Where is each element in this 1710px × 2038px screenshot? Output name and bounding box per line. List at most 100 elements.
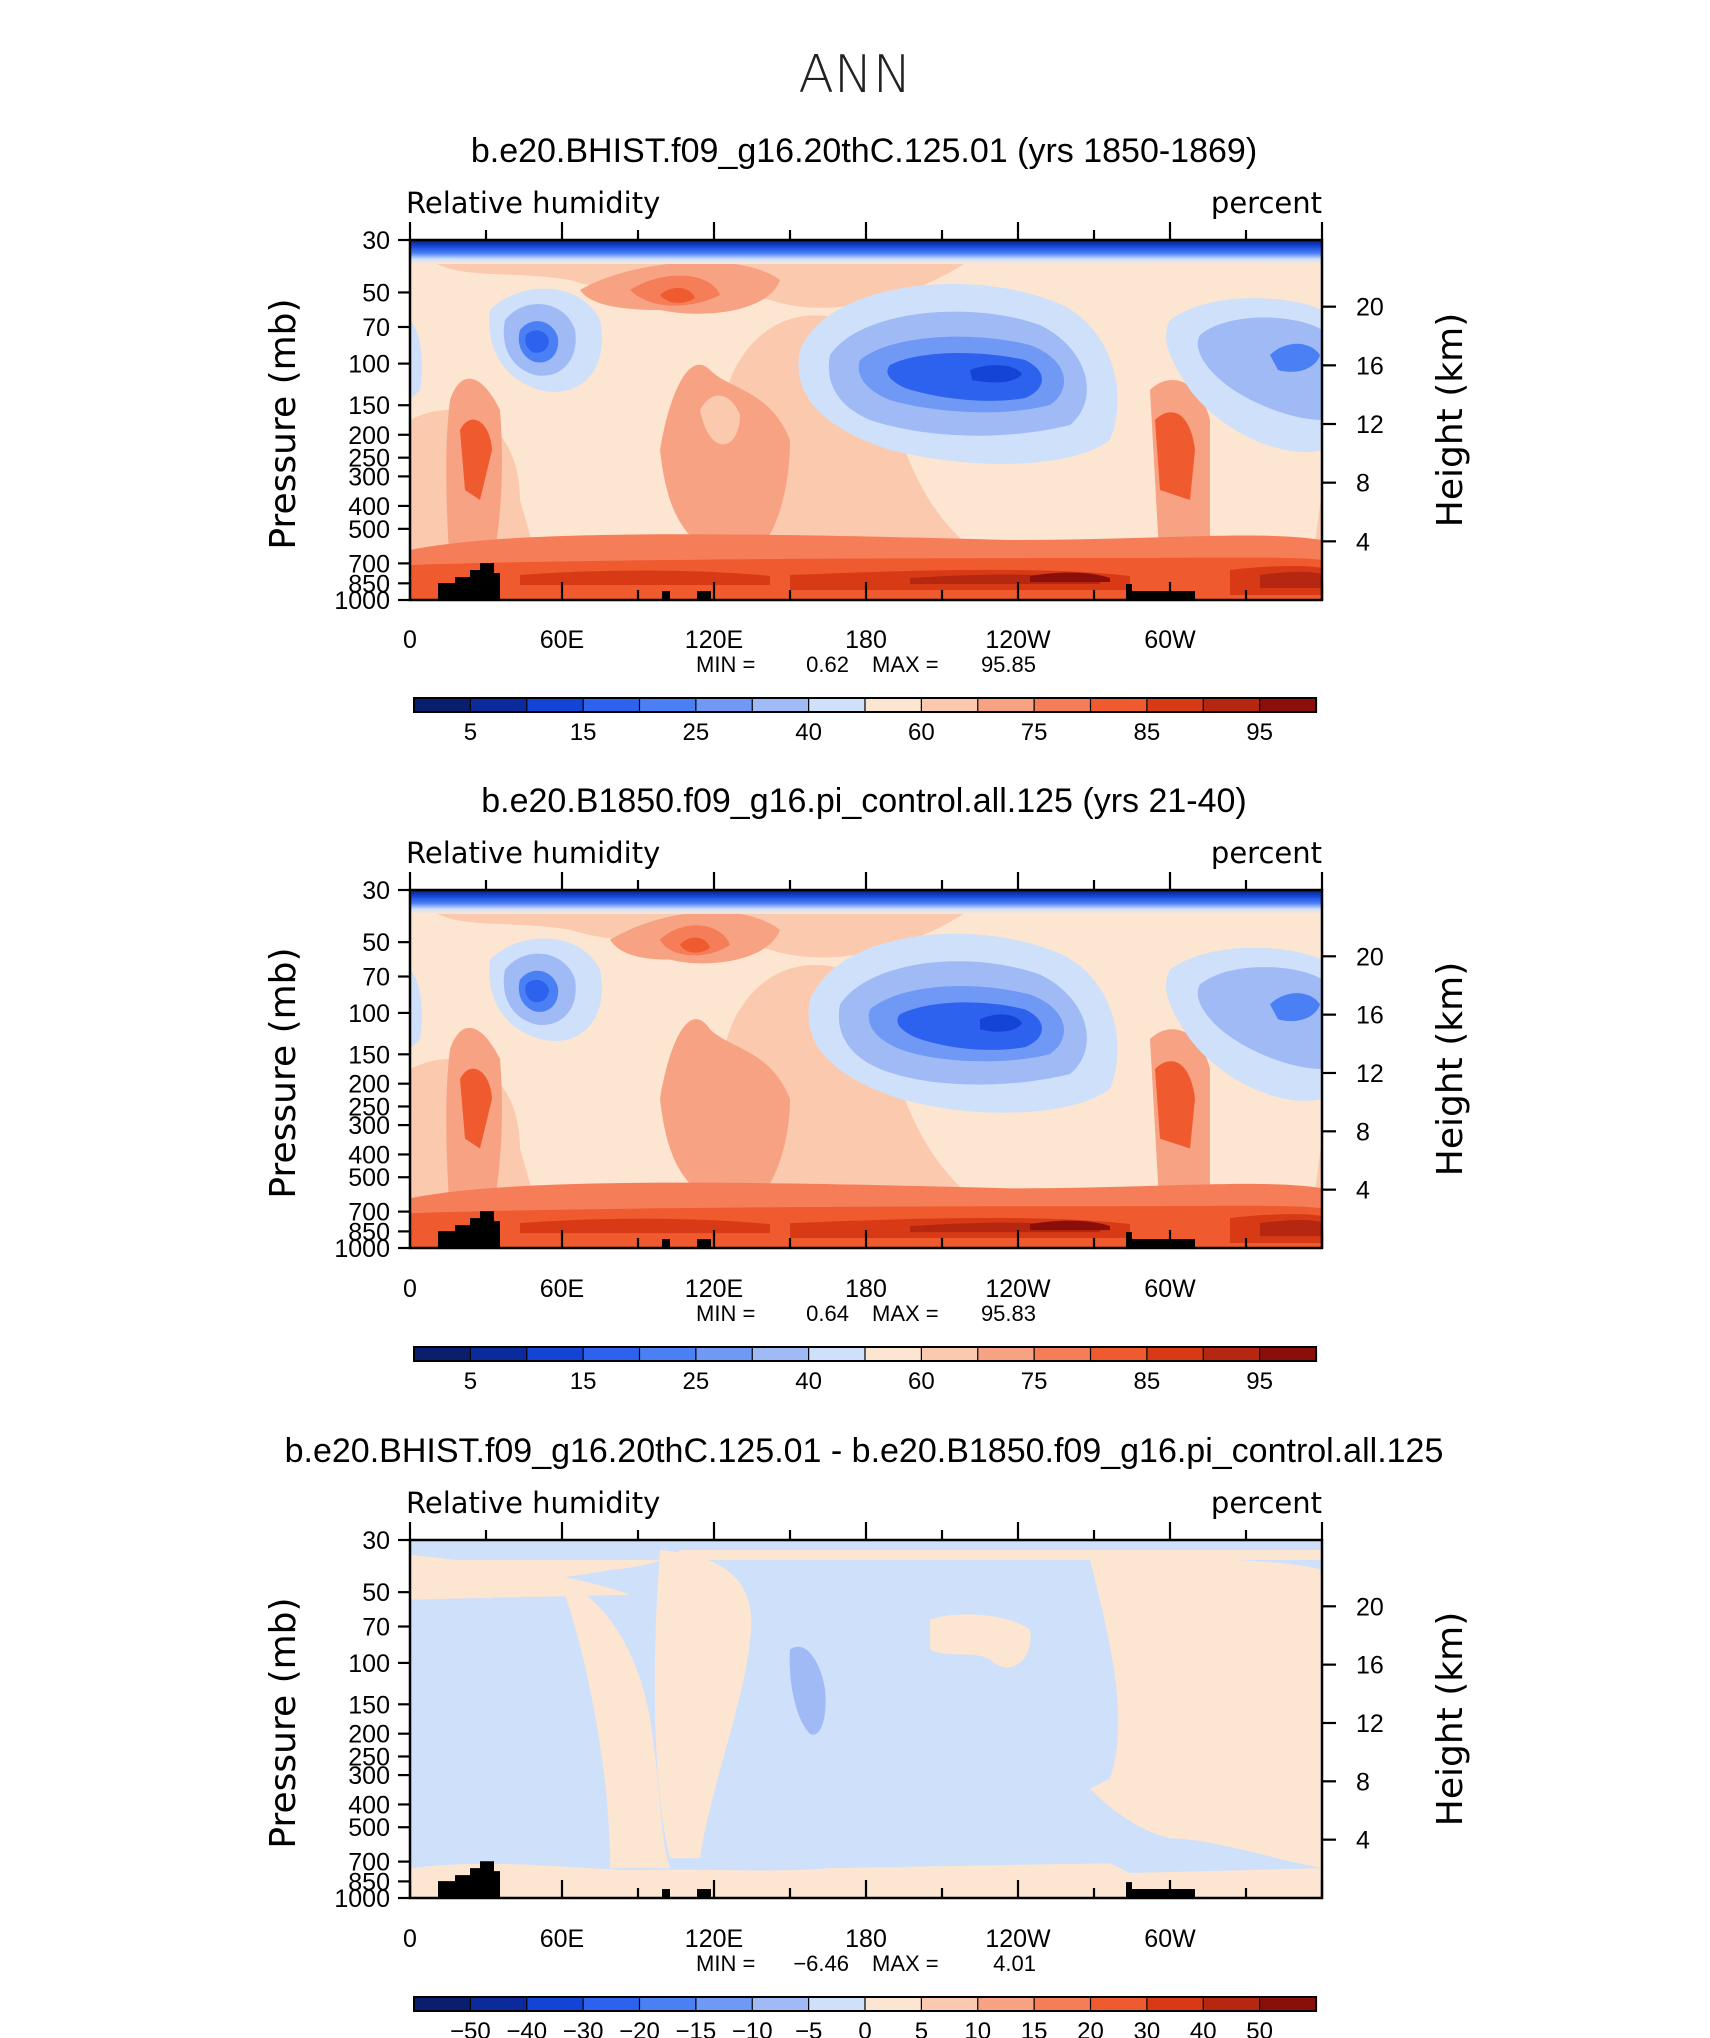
x-tick-label: 180 <box>845 1925 887 1953</box>
axes-panel-2: 3050701001502002503004005007008501000201… <box>263 872 1471 1395</box>
colorbar-swatch <box>864 697 923 713</box>
pressure-tick-label: 1000 <box>334 1885 390 1913</box>
x-tick-label: 0 <box>403 626 417 654</box>
height-tick-label: 8 <box>1356 1768 1370 1796</box>
contour-field <box>410 1540 1322 1898</box>
colorbar-swatch <box>864 1996 923 2012</box>
x-tick-label: 0 <box>403 1925 417 1953</box>
colorbar-label: −20 <box>619 2018 660 2038</box>
x-tick-label: 120E <box>685 1275 743 1303</box>
panel-1: b.e20.BHIST.f09_g16.20thC.125.01 (yrs 18… <box>406 132 1324 602</box>
y-axis-label-right: Height (km) <box>1430 1612 1471 1826</box>
colorbar-swatch <box>1146 1996 1205 2012</box>
colorbar-swatch <box>1033 1346 1092 1362</box>
x-tick-label: 60E <box>540 1925 584 1953</box>
height-tick-label: 16 <box>1356 352 1384 380</box>
max-value: 95.83 <box>981 1301 1036 1326</box>
height-tick-label: 20 <box>1356 943 1384 971</box>
colorbar-swatch <box>695 697 754 713</box>
colorbar-label: 25 <box>683 1368 710 1395</box>
min-value: 0.64 <box>806 1301 849 1326</box>
height-tick-label: 4 <box>1356 528 1370 556</box>
colorbar-label: −30 <box>563 2018 604 2038</box>
min-max-readout: MIN = 0.62 MAX = 95.85 <box>696 652 1036 677</box>
y-axis-label-right: Height (km) <box>1430 313 1471 527</box>
axes-panel-1: 3050701001502002503004005007008501000201… <box>263 222 1471 746</box>
colorbar-swatch <box>638 1996 697 2012</box>
pressure-tick-label: 250 <box>348 1093 390 1121</box>
pressure-tick-label: 250 <box>348 1743 390 1771</box>
figure-title: ANN <box>798 45 911 105</box>
colorbar-swatch <box>469 1346 528 1362</box>
colorbar-swatch <box>1033 1996 1092 2012</box>
panel-title: b.e20.BHIST.f09_g16.20thC.125.01 - b.e20… <box>285 1432 1444 1470</box>
colorbar-label: 75 <box>1021 719 1048 746</box>
colorbar-swatch <box>977 1346 1036 1362</box>
colorbar-label: −40 <box>506 2018 547 2038</box>
colorbar-swatch <box>695 1996 754 2012</box>
height-tick-label: 8 <box>1356 1118 1370 1146</box>
pressure-tick-label: 70 <box>362 964 390 992</box>
pressure-tick-label: 50 <box>362 1579 390 1607</box>
pressure-tick-label: 700 <box>348 1849 390 1877</box>
colorbar-swatch <box>977 1996 1036 2012</box>
height-tick-label: 12 <box>1356 1060 1384 1088</box>
units-label: percent <box>1211 186 1322 220</box>
min-label: MIN = <box>696 1301 755 1326</box>
x-tick-label: 60E <box>540 626 584 654</box>
height-tick-label: 4 <box>1356 1177 1370 1205</box>
x-tick-label: 120W <box>985 626 1051 654</box>
min-label: MIN = <box>696 652 755 677</box>
colorbar-swatch <box>1089 1996 1148 2012</box>
x-tick-label: 60W <box>1144 626 1196 654</box>
max-label: MAX = <box>872 1301 939 1326</box>
pressure-tick-label: 50 <box>362 929 390 957</box>
colorbar-label: 60 <box>908 1368 935 1395</box>
colorbar-swatch <box>582 1996 641 2012</box>
colorbar-swatch <box>695 1346 754 1362</box>
colorbar-swatch <box>1259 1346 1318 1362</box>
colorbar-swatch <box>808 1996 867 2012</box>
colorbar-swatch <box>526 1996 585 2012</box>
pressure-tick-label: 700 <box>348 550 390 578</box>
x-tick-label: 120W <box>985 1925 1051 1953</box>
pressure-tick-label: 30 <box>362 1527 390 1555</box>
max-label: MAX = <box>872 1951 939 1976</box>
panel-title: b.e20.B1850.f09_g16.pi_control.all.125 (… <box>481 782 1247 820</box>
colorbar-swatch <box>638 697 697 713</box>
colorbar-label: 5 <box>464 1368 477 1395</box>
colorbar-swatch <box>1146 697 1205 713</box>
colorbar-label: −5 <box>795 2018 822 2038</box>
colorbar-label: 95 <box>1246 1368 1273 1395</box>
height-tick-label: 12 <box>1356 1710 1384 1738</box>
min-max-readout: MIN = 0.64 MAX = 95.83 <box>696 1301 1036 1326</box>
colorbar-label: 40 <box>795 719 822 746</box>
colorbar: 5 15 25 40 60 75 85 95 <box>413 1346 1318 1395</box>
colorbar-swatch <box>751 697 810 713</box>
colorbar-label: 30 <box>1134 2018 1161 2038</box>
colorbar-swatch <box>413 1346 472 1362</box>
pressure-tick-label: 70 <box>362 314 390 342</box>
colorbar-swatch <box>1033 697 1092 713</box>
panel-title: b.e20.BHIST.f09_g16.20thC.125.01 (yrs 18… <box>471 132 1257 170</box>
pressure-tick-label: 850 <box>348 1218 390 1246</box>
colorbar-frame <box>413 1346 1317 1362</box>
pressure-tick-label: 50 <box>362 279 390 307</box>
pressure-tick-label: 300 <box>348 1762 390 1790</box>
pressure-tick-label: 500 <box>348 1814 390 1842</box>
colorbar-swatch <box>920 1996 979 2012</box>
pressure-tick-label: 250 <box>348 445 390 473</box>
pressure-tick-label: 700 <box>348 1199 390 1227</box>
colorbar-swatch <box>1259 697 1318 713</box>
colorbar-swatch <box>864 1346 923 1362</box>
pressure-tick-label: 400 <box>348 493 390 521</box>
colorbar-label: 95 <box>1246 719 1273 746</box>
colorbar: −50 −40 −30 −20 −15 −10 −5 0 5 10 15 20 30 40 50 <box>413 1996 1318 2038</box>
pressure-tick-label: 200 <box>348 422 390 450</box>
colorbar-label: 25 <box>683 719 710 746</box>
pressure-tick-label: 300 <box>348 1112 390 1140</box>
colorbar-label: −50 <box>450 2018 491 2038</box>
panel-3: b.e20.BHIST.f09_g16.20thC.125.01 - b.e20… <box>285 1432 1444 1900</box>
colorbar-label: 10 <box>964 2018 991 2038</box>
